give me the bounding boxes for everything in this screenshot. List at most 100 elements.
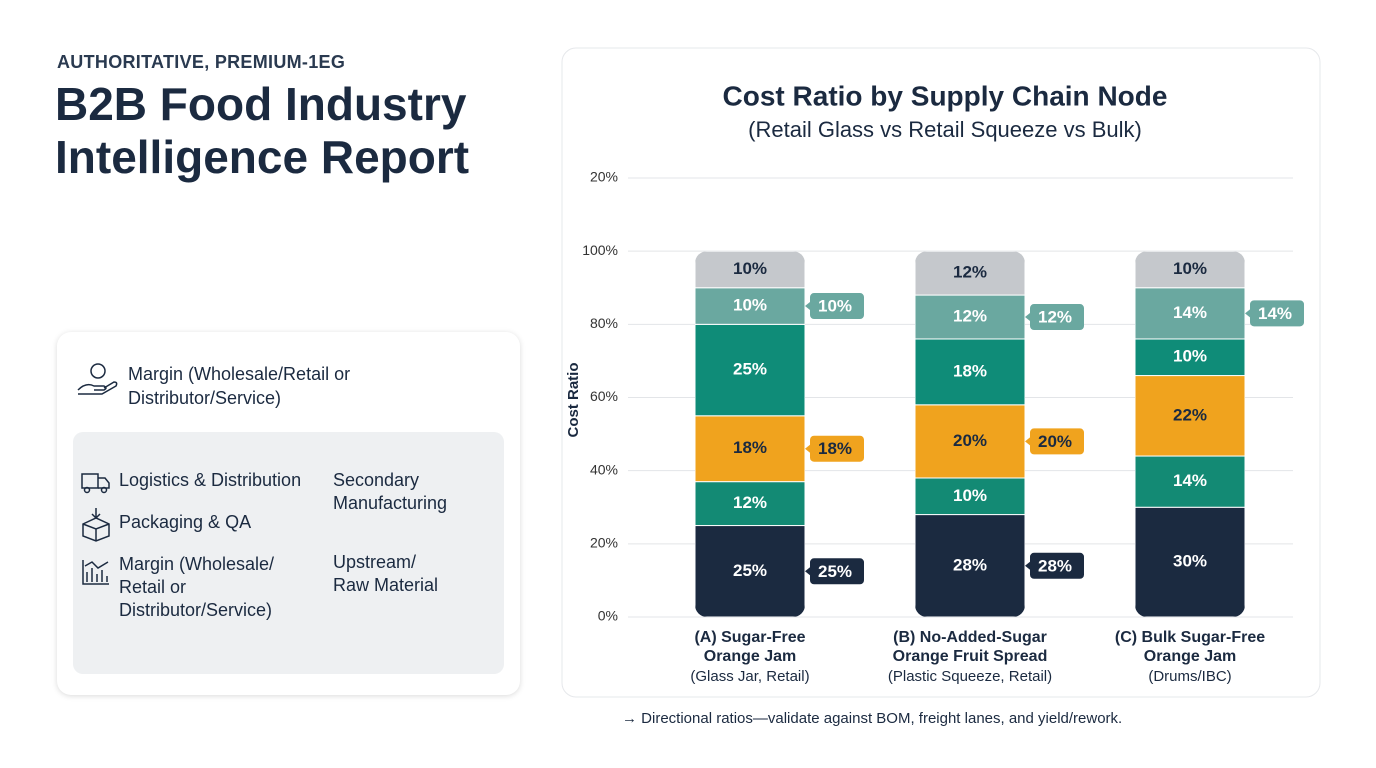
callout-label: 14% (1258, 304, 1292, 323)
value-label: 25% (733, 561, 767, 580)
legend-line: Manufacturing (333, 493, 448, 513)
value-label: 22% (1173, 405, 1207, 424)
legend-line: Logistics & Distribution (119, 470, 302, 490)
x-tick-label: (A) Sugar-Free (694, 629, 805, 646)
bar-segment (695, 415, 805, 483)
y-tick-label: 40% (590, 461, 618, 477)
bar-segment (1135, 506, 1245, 618)
x-tick-note: (Drums/IBC) (1148, 668, 1231, 685)
bar-segment (1135, 375, 1245, 457)
value-label: 18% (733, 438, 767, 457)
truck-icon (81, 473, 99, 489)
bar-segment (1135, 251, 1245, 289)
x-tick-label: Orange Jam (1144, 648, 1236, 665)
chart-icon (82, 560, 109, 585)
chart-subtitle: (Retail Glass vs Retail Squeeze vs Bulk) (748, 117, 1142, 142)
callout-box (1025, 304, 1084, 331)
bar-segment (1135, 287, 1245, 340)
legend-line: Packaging & QA (119, 512, 252, 532)
wheel (83, 486, 91, 494)
value-label: 10% (1173, 347, 1207, 366)
title-line: B2B Food Industry (55, 78, 467, 130)
legend-line: Margin (Wholesale/ (119, 554, 275, 574)
y-tick-label: 80% (590, 315, 618, 331)
callout-box (1025, 428, 1084, 455)
value-label: 14% (1173, 471, 1207, 490)
value-label: 12% (733, 493, 767, 512)
legend-line: Margin (Wholesale/Retail or (128, 364, 351, 384)
value-label: 28% (953, 555, 987, 574)
legend-column: Secondary Manufacturing Upstream/Raw Mater… (333, 469, 447, 597)
y-tick-label: 60% (590, 388, 618, 404)
legend-item: Margin (Wholesale/Retail or Distributor/S… (128, 362, 350, 410)
bar-segment (915, 251, 1025, 296)
wheel (100, 486, 108, 494)
footnote: → Directional ratios—validate against BO… (622, 710, 1123, 727)
bar-stack (915, 251, 1025, 618)
bar-segment (695, 323, 805, 417)
value-label: 10% (953, 486, 987, 505)
coin-icon (90, 363, 106, 379)
y-tick-label: 20% (590, 535, 618, 551)
callout-label: 20% (1038, 432, 1072, 451)
legend-line: Raw Material (333, 575, 439, 595)
x-tick-label: Orange Jam (704, 648, 796, 665)
value-label: 30% (1173, 552, 1207, 571)
legend-line: Retail or (119, 577, 187, 597)
bar-segment (1135, 455, 1245, 508)
eyebrow: AUTHORITATIVE, PREMIUM-1EG (57, 52, 346, 72)
x-tick-note: (Glass Jar, Retail) (690, 668, 809, 685)
legend-item: Margin (Wholesale/Retail or Distributor/S… (119, 553, 301, 622)
legend-item: Secondary Manufacturing (333, 469, 447, 515)
value-label: 12% (953, 263, 987, 282)
legend-icons (77, 363, 118, 585)
callout-box (1025, 552, 1084, 579)
legend-line: Secondary (333, 470, 420, 490)
bar-segment (695, 481, 805, 527)
callout-box (805, 558, 864, 585)
bar-segment (695, 251, 805, 289)
callout-label: 12% (1038, 308, 1072, 327)
x-tick-label: Orange Fruit Spread (893, 648, 1048, 665)
bar-segment (1135, 338, 1245, 377)
value-label: 18% (953, 361, 987, 380)
value-label: 10% (733, 259, 767, 278)
legend-item: Packaging & QA (119, 511, 301, 534)
legend-panel (73, 432, 504, 674)
y-tick-label: 100% (582, 242, 618, 258)
value-label: 12% (953, 307, 987, 326)
callout-box (805, 293, 864, 320)
report-title: B2B Food Industry Intelligence Report (55, 78, 469, 184)
value-label: 10% (733, 296, 767, 315)
y-tick-label: 0% (598, 608, 618, 624)
x-tick-note: (Plastic Squeeze, Retail) (888, 668, 1052, 685)
x-tick-label: (C) Bulk Sugar-Free (1115, 629, 1265, 646)
callout-box (805, 435, 864, 462)
truck-icon-cab (98, 477, 110, 489)
x-tick-label: (B) No-Added-Sugar (893, 629, 1047, 646)
callout-label: 10% (818, 297, 852, 316)
callout-label: 28% (1038, 556, 1072, 575)
value-label: 14% (1173, 303, 1207, 322)
callout-label: 25% (818, 562, 852, 581)
legend-line: Distributor/Service) (119, 600, 273, 620)
bar-stack (695, 251, 805, 618)
title-line: Intelligence Report (55, 131, 470, 183)
box-icon (82, 508, 110, 542)
y-axis-label: Cost Ratio (565, 363, 582, 438)
hand-icon (77, 381, 118, 395)
value-label: 20% (953, 431, 987, 450)
value-label: 25% (733, 360, 767, 379)
legend-column: Logistics & Distribution Packaging & QA Ma… (119, 469, 301, 622)
bar-stack (1135, 251, 1245, 618)
value-label: 10% (1173, 259, 1207, 278)
legend-line: Distributor/Service) (128, 388, 282, 408)
callout-label: 18% (818, 439, 852, 458)
callout-box (1245, 300, 1304, 327)
chart-title: Cost Ratio by Supply Chain Node (723, 80, 1168, 111)
legend-line: Upstream/ (333, 552, 417, 572)
y-tick-label: 20% (590, 169, 618, 185)
legend-item: Upstream/Raw Material (333, 551, 447, 597)
